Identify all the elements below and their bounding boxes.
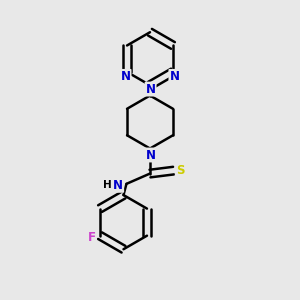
Text: H: H (103, 180, 112, 190)
Text: N: N (113, 179, 123, 192)
Text: S: S (176, 164, 184, 176)
Text: N: N (121, 70, 130, 83)
Text: F: F (88, 231, 96, 244)
Text: N: N (146, 82, 156, 95)
Text: N: N (146, 148, 156, 161)
Text: N: N (169, 70, 179, 83)
